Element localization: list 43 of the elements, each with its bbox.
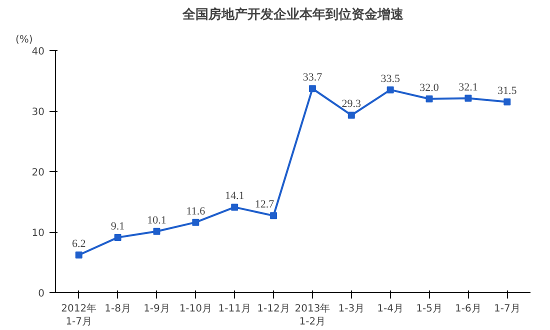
- text: 32.0: [420, 82, 439, 94]
- point: [386, 86, 394, 94]
- point: [308, 85, 316, 92]
- y-tick-label: 20: [32, 168, 45, 178]
- x-tick-label: 1-11月: [218, 304, 251, 314]
- text: 29.3: [342, 98, 362, 110]
- text: 33.5: [380, 72, 400, 85]
- x-tick-label: 1-10月: [179, 304, 212, 314]
- y-tick-label: 0: [38, 288, 45, 300]
- point: [192, 218, 200, 226]
- y-tick-label: 10: [32, 228, 45, 239]
- text: 31.5: [498, 84, 517, 97]
- point: [231, 204, 238, 211]
- text: 6.2: [72, 238, 86, 250]
- x-tick-label: 2012年 1-7月: [61, 302, 97, 328]
- x-tick-label: 1-6月: [455, 304, 482, 314]
- text: 11.6: [186, 205, 206, 218]
- x-tick-label: 1-4月: [377, 304, 404, 314]
- x-tick-label: 1-12月: [257, 304, 290, 314]
- point: [270, 212, 278, 220]
- x-tick-label: 1-8月: [104, 304, 131, 314]
- text: 32.1: [458, 81, 478, 94]
- point: [114, 234, 122, 241]
- point: [504, 98, 511, 106]
- point: [153, 228, 160, 235]
- point: [464, 94, 472, 102]
- y-tick-label: 30: [32, 107, 45, 118]
- point: [426, 95, 433, 102]
- y-axis-title: (%): [16, 34, 33, 46]
- x-tick-label: 1-9月: [144, 304, 170, 314]
- x-tick-label: 1-7月: [494, 304, 520, 314]
- point: [348, 112, 355, 119]
- point: [75, 251, 82, 258]
- x-tick-label: 2013年 1-2月: [294, 302, 330, 328]
- text: 9.1: [110, 220, 125, 232]
- text: 10.1: [147, 214, 166, 226]
- chart-title: 全国房地产开发企业本年到位资金增速: [182, 6, 404, 22]
- x-tick-label: 1-3月: [338, 304, 365, 314]
- text: 33.7: [302, 72, 322, 84]
- x-tick-label: 1-5月: [416, 304, 442, 314]
- text: 14.1: [224, 190, 244, 202]
- text: 12.7: [254, 198, 274, 211]
- y-tick-label: 40: [32, 46, 45, 58]
